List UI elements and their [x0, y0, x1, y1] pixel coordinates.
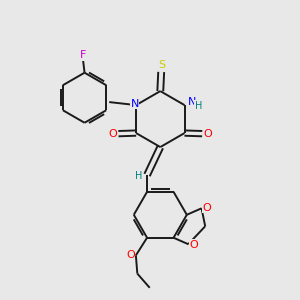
Text: O: O — [189, 240, 198, 250]
Text: O: O — [202, 203, 211, 213]
Text: O: O — [108, 129, 117, 139]
Text: O: O — [126, 250, 135, 260]
Text: H: H — [134, 172, 142, 182]
Text: F: F — [80, 50, 86, 60]
Text: O: O — [204, 129, 212, 139]
Text: N: N — [188, 97, 196, 107]
Text: S: S — [158, 61, 165, 70]
Text: N: N — [130, 99, 139, 109]
Text: H: H — [195, 101, 202, 111]
